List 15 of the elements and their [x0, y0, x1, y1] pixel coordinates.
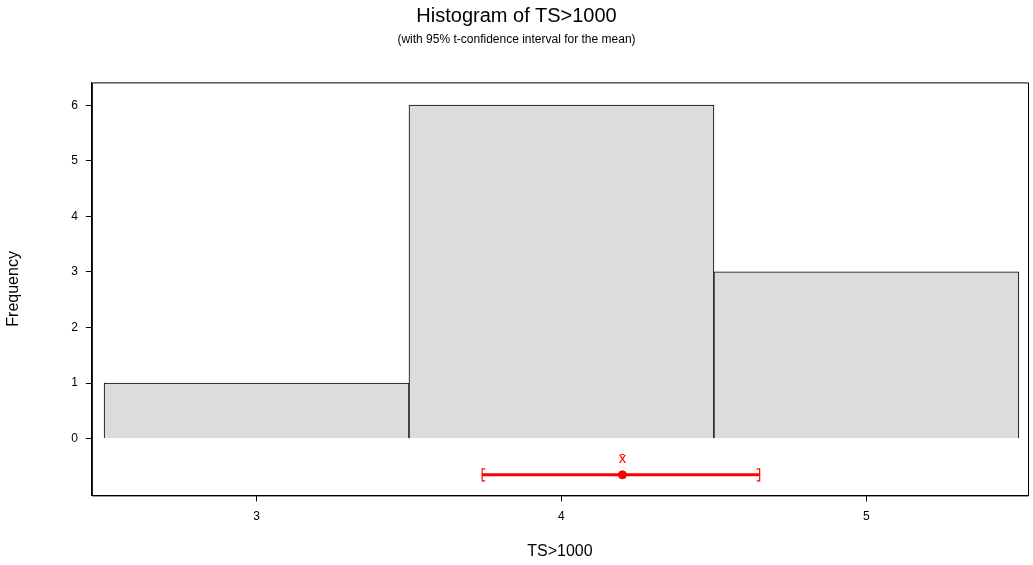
y-tick-label: 0 — [71, 431, 79, 446]
x-axis-title: TS>1000 — [527, 541, 593, 559]
y-tick-label: 3 — [71, 264, 79, 279]
x-tick-label: 5 — [863, 508, 871, 523]
chart-subtitle: (with 95% t-confidence interval for the mean) — [397, 31, 636, 46]
y-axis-title: Frequency — [4, 251, 22, 327]
x-tick-label: 3 — [253, 508, 261, 523]
y-tick-label: 6 — [71, 97, 79, 112]
x-tick-label: 4 — [558, 508, 566, 523]
y-tick-label: 4 — [71, 208, 79, 223]
y-tick-label: 5 — [71, 153, 79, 168]
annotation: x̄ — [618, 449, 627, 467]
y-tick-label: 1 — [71, 375, 79, 390]
y-tick-label: 2 — [71, 319, 79, 334]
chart-title: Histogram of TS>1000 — [416, 3, 617, 26]
